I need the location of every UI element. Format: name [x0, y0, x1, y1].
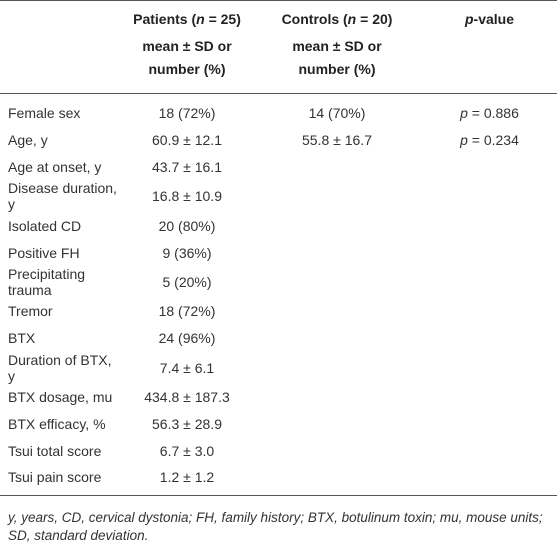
row-label: Tsui total score [8, 442, 102, 459]
table-cell: 56.3 ± 28.9 [152, 415, 222, 432]
row-label: Age at onset, y [8, 158, 102, 175]
text-segment: = 0.886 [467, 105, 519, 122]
table-cell: 14 (70%) [308, 105, 366, 122]
table-row: Positive FH 9 (36%) [0, 239, 557, 266]
table-cell: 16.8 ± 10.9 [152, 188, 222, 205]
text-segment: n [347, 11, 357, 27]
table-cell: 18 (72%) [158, 303, 216, 320]
table-row: Tremor 18 (72%) [0, 298, 557, 325]
empty-cell [422, 266, 557, 298]
table-row: Age at onset, y 43.7 ± 16.1 [0, 154, 557, 181]
text-segment: Patients ( [133, 11, 197, 27]
empty-cell [422, 384, 557, 411]
table-cell: 60.9 ± 12.1 [152, 132, 222, 149]
empty-cell [422, 464, 557, 495]
header-subtitle: mean ± SD or number (%) [292, 38, 382, 77]
table-body: Female sex 18 (72%) 14 (70%) p = 0.886 Age, … [0, 94, 557, 496]
text-segment: p [460, 132, 468, 149]
empty-cell [422, 325, 557, 352]
table-cell: 6.7 ± 3.0 [159, 442, 215, 459]
table-row: Tsui total score 6.7 ± 3.0 [0, 437, 557, 464]
empty-cell [422, 437, 557, 464]
empty-cell [252, 239, 422, 266]
empty-cell [252, 266, 422, 298]
footnote: y, years, CD, cervical dystonia; FH, fam… [8, 509, 543, 543]
empty-cell [252, 212, 422, 239]
row-label: BTX efficacy, % [8, 415, 106, 432]
table-cell: 9 (36%) [162, 244, 212, 261]
header-row: Patients (n = 25) mean ± SD or number (%)… [0, 1, 557, 94]
text-segment: p [460, 105, 468, 122]
table: Patients (n = 25) mean ± SD or number (%)… [0, 0, 557, 496]
table-cell: p = 0.234 [422, 127, 557, 154]
table-row: BTX efficacy, % 56.3 ± 28.9 [0, 410, 557, 437]
row-label: BTX [8, 330, 36, 347]
header-subtitle: mean ± SD or number (%) [142, 38, 232, 77]
empty-cell [422, 352, 557, 384]
table-row: Disease duration, y 16.8 ± 10.9 [0, 180, 557, 212]
row-label: Age, y [8, 132, 48, 149]
empty-cell [422, 212, 557, 239]
empty-cell [252, 384, 422, 411]
table-row: Duration of BTX, y 7.4 ± 6.1 [0, 352, 557, 384]
text-segment: -value [473, 11, 515, 27]
text-segment: n [196, 11, 205, 27]
text-segment: = 0.234 [467, 132, 519, 149]
empty-cell [252, 154, 422, 181]
empty-cell [252, 464, 422, 495]
table-cell: 55.8 ± 16.7 [302, 132, 372, 149]
text-segment: Controls ( [281, 11, 348, 27]
empty-cell [252, 437, 422, 464]
header-cell [0, 1, 122, 94]
empty-cell [252, 180, 422, 212]
header-cell: p-value [422, 1, 557, 94]
empty-cell [422, 239, 557, 266]
header-title: p-value [422, 11, 557, 27]
row-label: Positive FH [8, 244, 80, 261]
table-cell: 24 (96%) [158, 330, 216, 347]
table-row: Female sex 18 (72%) 14 (70%) p = 0.886 [0, 94, 557, 127]
header-cell: Patients (n = 25) mean ± SD or number (%) [122, 1, 252, 94]
row-label: Isolated CD [8, 217, 82, 234]
table-cell: 43.7 ± 16.1 [152, 158, 222, 175]
table-cell: 20 (80%) [158, 217, 216, 234]
table-cell: p = 0.886 [422, 94, 557, 127]
table-cell: 434.8 ± 187.3 [144, 388, 230, 405]
row-label: Disease duration, y [8, 180, 117, 213]
table-cell: 5 (20%) [162, 273, 212, 290]
empty-cell [422, 410, 557, 437]
empty-cell [422, 298, 557, 325]
empty-cell [252, 325, 422, 352]
row-label: Duration of BTX, y [8, 351, 112, 384]
table-row: BTX dosage, mu 434.8 ± 187.3 [0, 384, 557, 411]
table-cell: 18 (72%) [158, 105, 216, 122]
row-label: Female sex [8, 105, 81, 122]
header-cell: Controls (n = 20) mean ± SD or number (%) [252, 1, 422, 94]
text-segment: p [464, 11, 474, 27]
row-label: Tremor [8, 303, 53, 320]
empty-cell [422, 154, 557, 181]
table-cell: 7.4 ± 6.1 [159, 359, 215, 376]
empty-cell [422, 180, 557, 212]
row-label: Tsui pain score [8, 469, 102, 486]
text-segment: = 20) [356, 11, 393, 27]
empty-cell [252, 298, 422, 325]
table-row: Isolated CD 20 (80%) [0, 212, 557, 239]
row-label: BTX dosage, mu [8, 388, 113, 405]
row-label: Precipitating trauma [8, 265, 86, 298]
empty-cell [252, 352, 422, 384]
empty-cell [252, 410, 422, 437]
header-title: Patients (n = 25) [122, 11, 252, 27]
table-row: Precipitating trauma 5 (20%) [0, 266, 557, 298]
header-title: Controls (n = 20) [252, 11, 422, 27]
table-row: Tsui pain score 1.2 ± 1.2 [0, 464, 557, 495]
table-row: Age, y 60.9 ± 12.1 55.8 ± 16.7 p = 0.234 [0, 127, 557, 154]
table-cell: 1.2 ± 1.2 [159, 469, 215, 486]
text-segment: = 25) [204, 11, 241, 27]
table-row: BTX 24 (96%) [0, 325, 557, 352]
